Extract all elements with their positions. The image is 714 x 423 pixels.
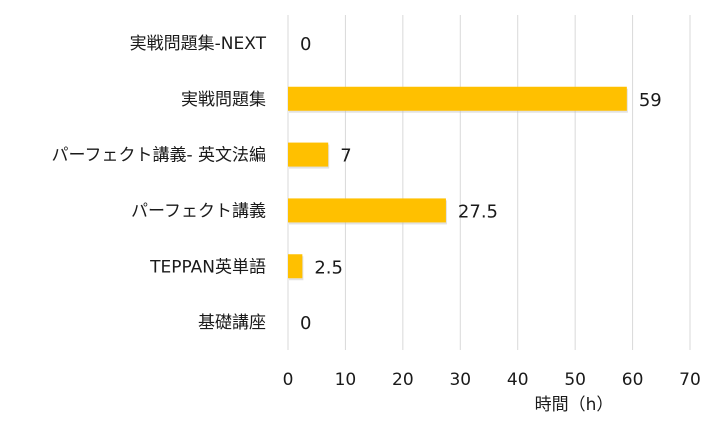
x-tick-label: 40: [507, 370, 529, 390]
category-label: 実戦問題集-NEXT: [130, 34, 267, 54]
data-label: 2.5: [314, 257, 343, 278]
gridlines: [287, 15, 691, 350]
category-label: 実戦問題集: [181, 90, 266, 110]
category-label: 基礎講座: [198, 313, 266, 333]
x-tick-label: 0: [283, 370, 294, 390]
x-tick-label: 10: [335, 370, 357, 390]
data-label: 7: [340, 146, 351, 167]
bar-1: [288, 86, 627, 111]
data-label: 0: [300, 313, 311, 334]
data-label: 59: [639, 90, 662, 111]
bar-2: [288, 142, 329, 167]
category-label: TEPPAN英単語: [149, 257, 266, 277]
x-tick-label: 30: [449, 370, 471, 390]
category-label: パーフェクト講義- 英文法編: [51, 146, 266, 166]
bars: [288, 86, 628, 281]
x-tick-label: 60: [622, 370, 644, 390]
x-tick-label: 50: [564, 370, 586, 390]
x-tick-label: 70: [679, 370, 701, 390]
category-label: パーフェクト講義: [131, 201, 266, 221]
data-label: 0: [300, 34, 311, 55]
x-tick-label: 20: [392, 370, 414, 390]
bar-4: [288, 254, 303, 279]
data-label: 27.5: [458, 201, 498, 222]
bar-3: [288, 198, 446, 223]
x-axis-title: 時間（h）: [535, 395, 614, 415]
